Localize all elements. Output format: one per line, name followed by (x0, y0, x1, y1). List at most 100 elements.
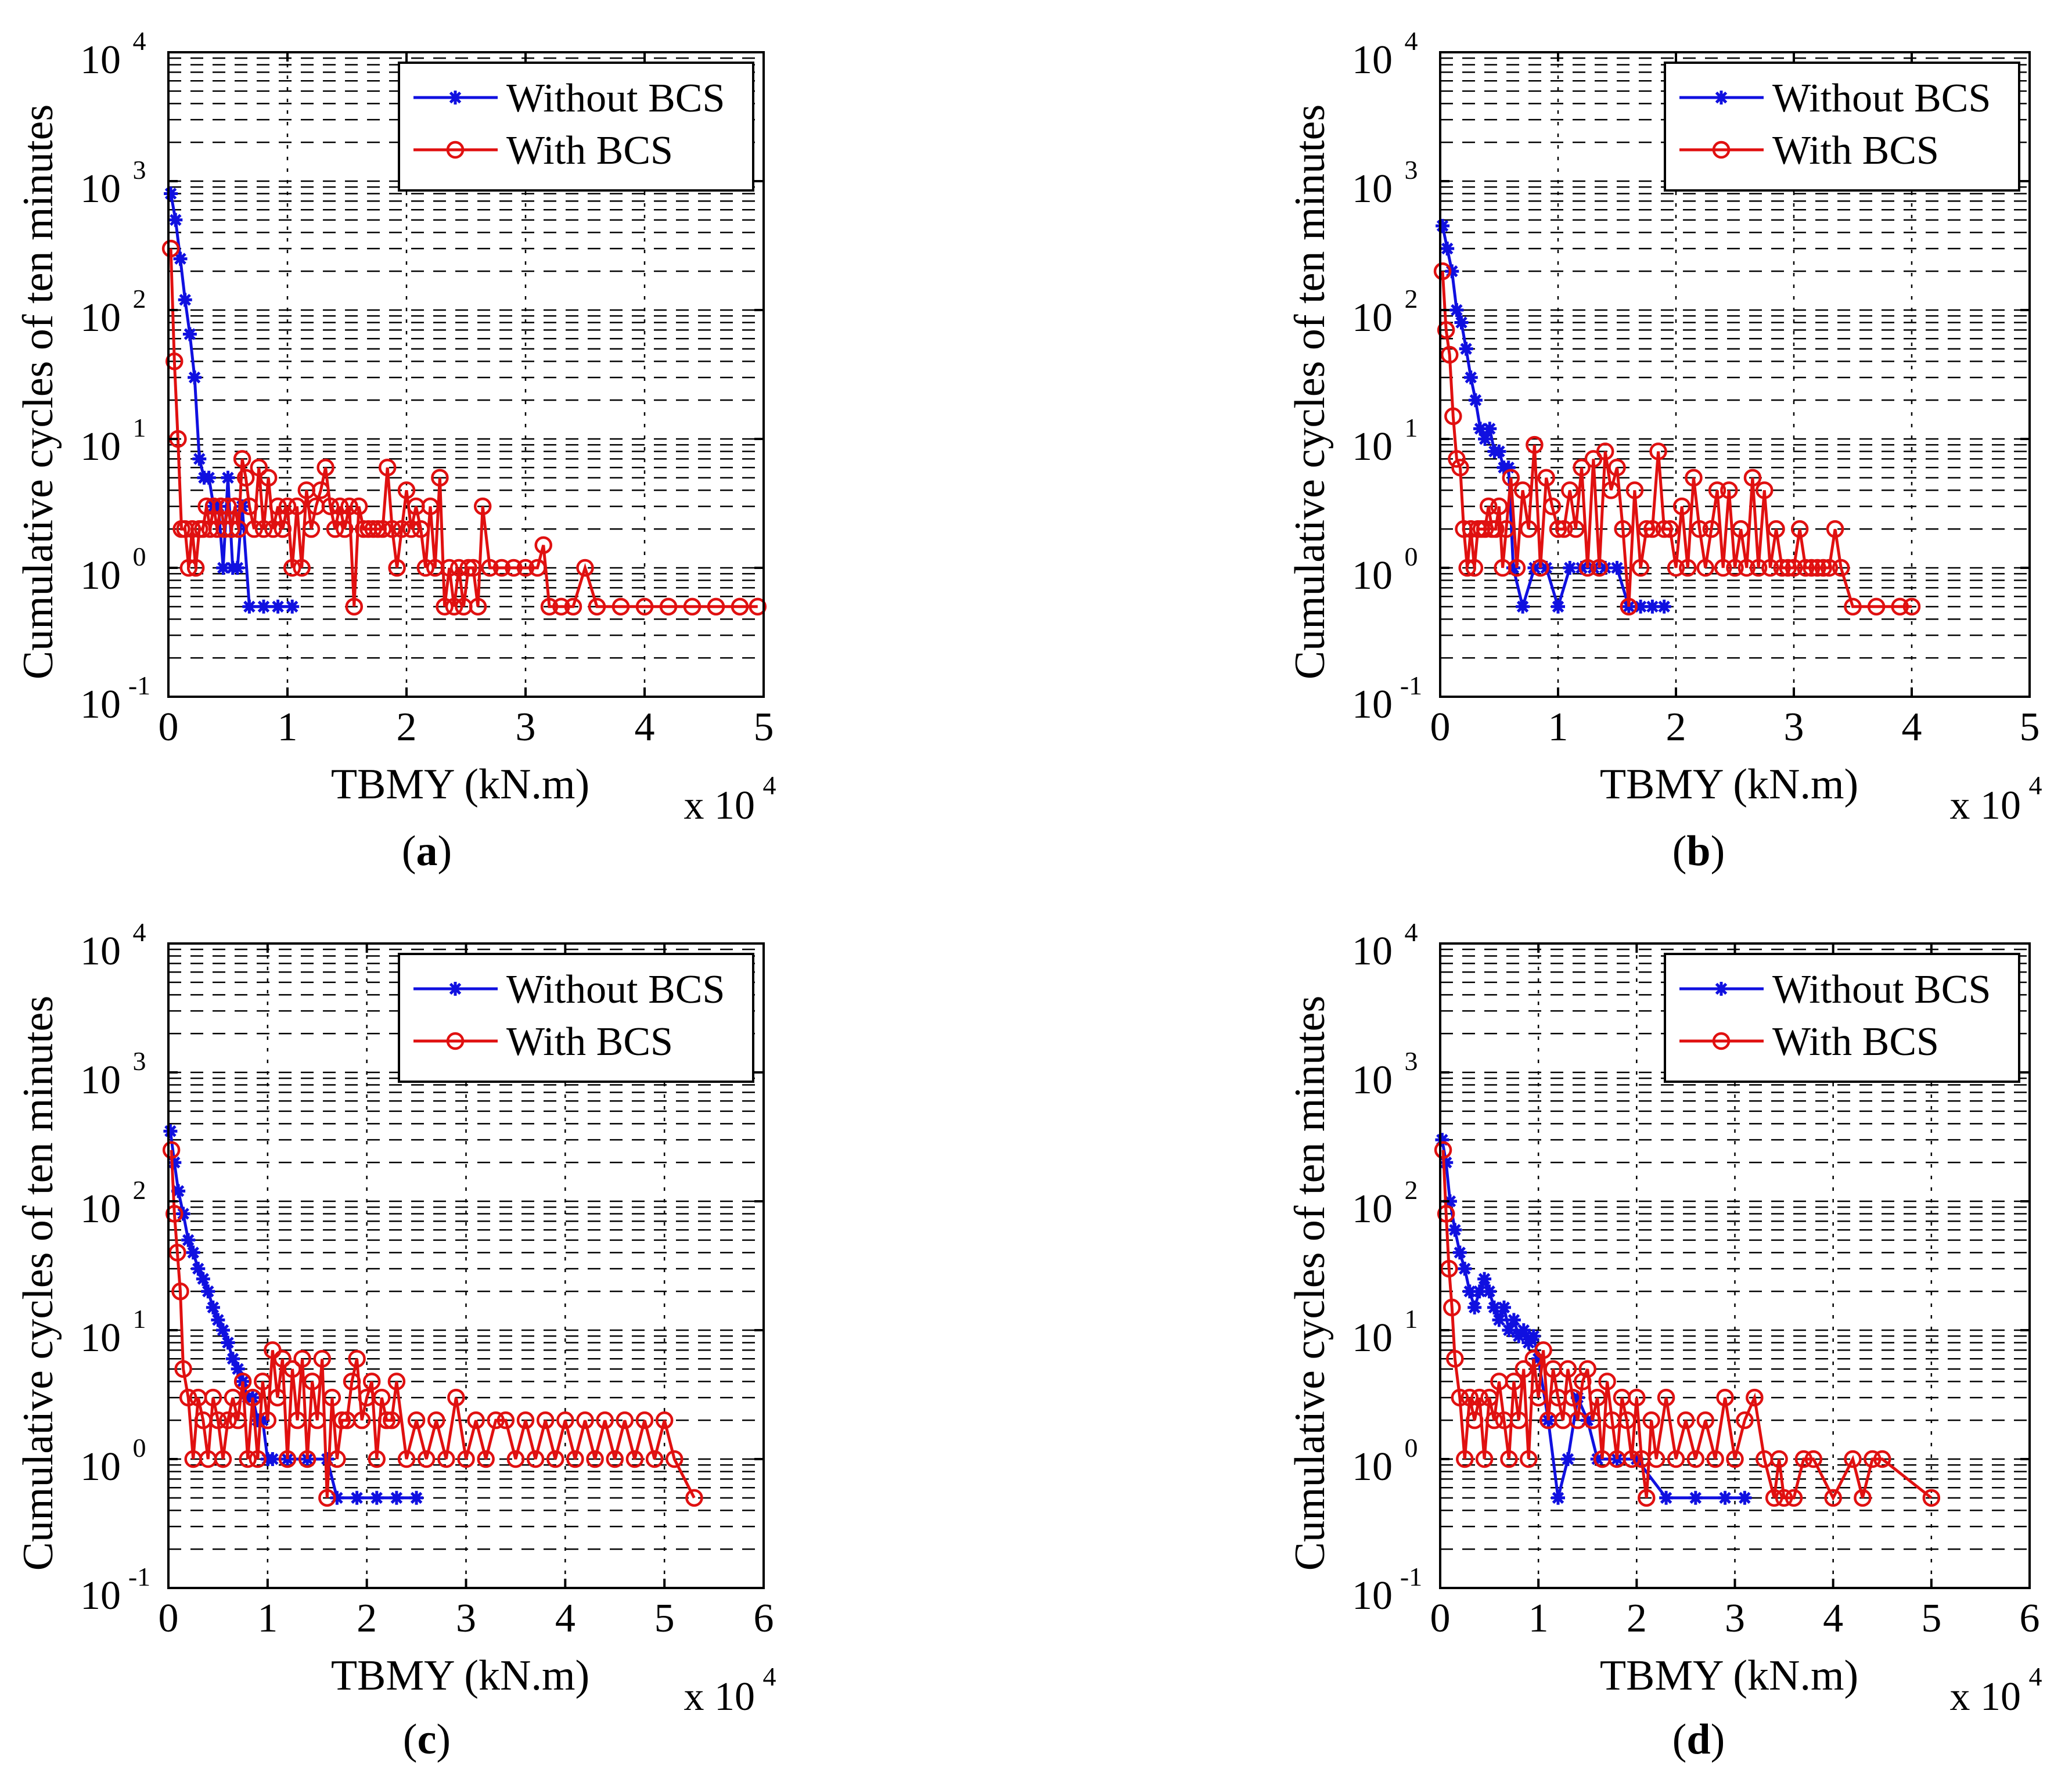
data-point (546, 1450, 564, 1468)
data-point (1854, 1489, 1872, 1507)
data-point (1520, 1450, 1538, 1468)
y-tick-label-exponent: 0 (1405, 1433, 1418, 1463)
y-tick-label-exponent: -1 (1400, 671, 1422, 700)
data-point (268, 1388, 287, 1407)
data-point (1746, 1388, 1764, 1407)
data-point (536, 1411, 555, 1429)
data-point (397, 1450, 416, 1468)
legend-box (398, 953, 754, 1083)
data-point (1534, 1341, 1552, 1359)
data-point (240, 497, 258, 516)
x-tick-label: 2 (357, 1596, 377, 1641)
data-point (1461, 1388, 1479, 1407)
legend: Without BCS With BCS (1664, 62, 2020, 192)
data-point (1433, 262, 1452, 280)
data-point (1643, 520, 1661, 538)
data-point (1458, 559, 1476, 577)
data-point (288, 1411, 307, 1429)
data-point (1708, 481, 1726, 499)
data-point (196, 1272, 210, 1286)
data-point (162, 1141, 181, 1159)
data-point (1560, 1452, 1575, 1466)
data-point (1444, 407, 1462, 426)
data-point (1804, 1450, 1823, 1468)
data-point (231, 1362, 245, 1376)
data-point (283, 559, 301, 577)
data-point (1820, 559, 1839, 577)
data-point (183, 520, 202, 538)
data-point (1647, 1450, 1665, 1468)
data-point (1614, 520, 1632, 538)
data-point (1467, 1300, 1482, 1315)
series-with-bcs (1434, 1141, 1941, 1507)
data-point (168, 1244, 186, 1262)
y-tick-label-exponent: 0 (133, 1433, 146, 1463)
data-point (1596, 442, 1614, 460)
data-point (552, 597, 570, 616)
y-tick-label: 10 (80, 296, 121, 340)
data-point (1482, 1284, 1497, 1299)
data-point (1459, 341, 1473, 356)
data-point (388, 559, 406, 577)
data-point (271, 599, 285, 614)
legend-box (1664, 62, 2020, 192)
data-point (293, 559, 311, 577)
x-tick-label: 6 (2020, 1596, 2040, 1641)
data-point (431, 469, 449, 487)
data-point (1598, 561, 1613, 575)
data-point (625, 1450, 644, 1468)
data-point (222, 520, 240, 538)
data-point (1443, 1298, 1461, 1317)
data-point (1873, 1450, 1891, 1468)
data-point (1520, 520, 1538, 538)
x-tick-label: 3 (1784, 705, 1804, 750)
data-point (1454, 315, 1469, 330)
data-point (1578, 1360, 1596, 1378)
legend-label: Without BCS (506, 967, 725, 1012)
data-point (368, 1450, 386, 1468)
data-point (1756, 481, 1774, 499)
data-point (1564, 1388, 1582, 1407)
x-tick-label: 0 (159, 1596, 179, 1641)
data-point (1492, 444, 1506, 459)
data-point (528, 559, 546, 577)
y-tick-label: 10 (80, 424, 121, 469)
x-tick-label: 5 (654, 1596, 675, 1641)
data-point (1749, 559, 1768, 577)
data-point (179, 1388, 197, 1407)
data-point (1497, 520, 1515, 538)
data-point (1573, 459, 1591, 477)
legend-label: With BCS (506, 128, 673, 173)
data-point (487, 1411, 505, 1429)
data-point (237, 469, 255, 487)
data-point (224, 1388, 242, 1407)
y-tick-label: 10 (80, 553, 121, 598)
y-tick-label: 10 (80, 1187, 121, 1231)
y-tick-label: 10 (80, 1445, 121, 1489)
data-point (1506, 561, 1520, 575)
x-tick-label: 2 (1666, 705, 1686, 750)
x-tick-label: 5 (2020, 705, 2040, 750)
data-point (1716, 1388, 1734, 1407)
data-point (1458, 1262, 1472, 1276)
data-point (188, 370, 202, 385)
data-point (1685, 469, 1703, 487)
data-point (1814, 559, 1832, 577)
x-tick-label: 5 (1921, 1596, 1941, 1641)
data-point (1456, 1450, 1474, 1468)
data-point (1590, 559, 1609, 577)
data-point (343, 1373, 361, 1391)
data-point (1512, 1329, 1526, 1344)
data-point (318, 1489, 336, 1507)
axes-frame (167, 51, 765, 698)
data-point (393, 520, 411, 538)
data-point (1440, 1259, 1458, 1278)
x-axis-multiplier-exponent: 4 (2029, 770, 2042, 800)
data-point (505, 559, 523, 577)
data-point (1487, 1300, 1501, 1315)
data-point (1580, 1413, 1595, 1428)
data-point (219, 1411, 237, 1429)
y-axis-label: Cumulative cycles of ten minutes (1286, 105, 1334, 680)
data-point (1468, 393, 1483, 408)
